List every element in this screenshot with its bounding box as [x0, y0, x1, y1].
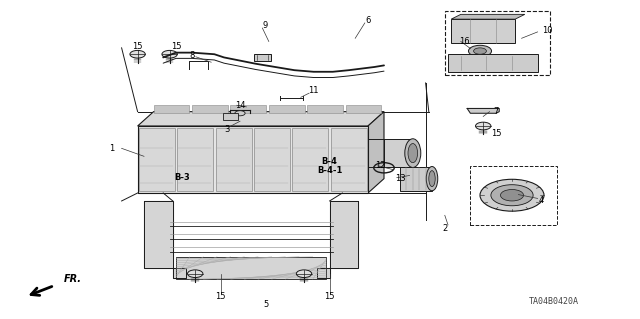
Circle shape [235, 111, 245, 116]
Bar [138, 126, 368, 193]
Text: 10: 10 [542, 26, 552, 35]
Bar [192, 105, 228, 113]
Ellipse shape [426, 167, 438, 191]
Text: 11: 11 [308, 86, 319, 95]
Bar [154, 105, 189, 113]
Text: 7: 7 [493, 107, 499, 116]
Bar [307, 105, 343, 113]
Text: 15: 15 [132, 42, 143, 51]
Circle shape [130, 50, 145, 58]
Text: 12: 12 [376, 161, 386, 170]
Circle shape [500, 189, 524, 201]
Polygon shape [317, 201, 358, 278]
Bar [177, 128, 213, 191]
Text: 14: 14 [235, 101, 245, 110]
Text: 15: 15 [216, 292, 226, 301]
Circle shape [491, 185, 533, 206]
Bar [384, 139, 413, 167]
Text: B-3: B-3 [175, 173, 190, 182]
Bar [445, 11, 550, 75]
Circle shape [162, 50, 177, 58]
Text: 2: 2 [442, 224, 447, 233]
Text: 13: 13 [395, 174, 405, 183]
Bar [346, 105, 381, 113]
Polygon shape [451, 14, 525, 19]
Circle shape [188, 270, 203, 278]
Text: B-4-1: B-4-1 [317, 166, 342, 175]
Text: 9: 9 [263, 21, 268, 30]
Ellipse shape [405, 139, 421, 167]
Text: 15: 15 [491, 130, 501, 138]
Bar [176, 257, 326, 279]
Text: 5: 5 [263, 300, 268, 309]
Bar [230, 105, 266, 113]
Ellipse shape [429, 171, 435, 187]
Ellipse shape [408, 144, 418, 163]
Bar [254, 54, 271, 61]
Text: 15: 15 [171, 42, 181, 51]
Polygon shape [368, 112, 384, 193]
Circle shape [474, 48, 486, 54]
Text: 3: 3 [225, 125, 230, 134]
Bar [223, 113, 238, 120]
Circle shape [480, 179, 544, 211]
Bar [448, 54, 538, 72]
Bar [331, 128, 367, 191]
Text: TA04B0420A: TA04B0420A [529, 297, 579, 306]
Bar [216, 128, 252, 191]
Circle shape [476, 122, 491, 130]
Text: 1: 1 [109, 144, 115, 153]
Text: 4: 4 [538, 197, 543, 205]
Bar [292, 128, 328, 191]
Bar [139, 128, 175, 191]
Text: 8: 8 [189, 51, 195, 60]
Text: 15: 15 [324, 292, 335, 301]
Text: 6: 6 [365, 16, 371, 25]
Text: 16: 16 [459, 37, 469, 46]
Circle shape [296, 270, 312, 278]
Circle shape [468, 45, 492, 57]
Text: FR.: FR. [64, 274, 82, 284]
Bar [400, 167, 432, 191]
Bar [470, 166, 557, 225]
Polygon shape [467, 108, 499, 113]
Text: B-4: B-4 [322, 157, 337, 166]
Bar [269, 105, 305, 113]
Polygon shape [138, 112, 384, 126]
Bar [254, 128, 290, 191]
Bar [451, 19, 515, 43]
Polygon shape [144, 201, 186, 278]
